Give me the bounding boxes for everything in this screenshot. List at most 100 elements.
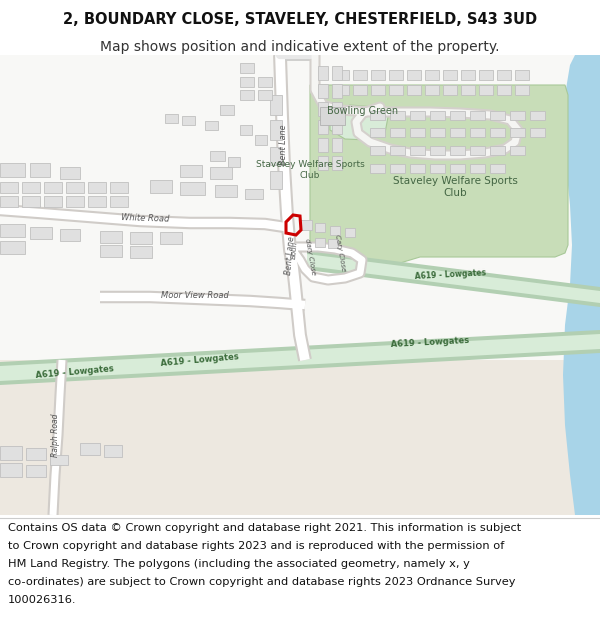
Bar — [205, 121, 218, 130]
Bar — [0, 196, 18, 207]
Bar — [165, 114, 178, 123]
Text: A619 - Lowgates: A619 - Lowgates — [161, 352, 239, 368]
Bar — [510, 128, 525, 137]
Bar — [390, 146, 405, 155]
Bar — [370, 146, 385, 155]
Polygon shape — [307, 254, 600, 303]
Bar — [130, 246, 152, 258]
Bar — [461, 85, 475, 95]
Bar — [300, 220, 312, 230]
Text: Ralph Road: Ralph Road — [52, 413, 61, 457]
Bar — [318, 102, 328, 116]
Bar — [430, 111, 445, 120]
Bar — [425, 70, 439, 80]
Bar — [318, 138, 328, 152]
Bar — [60, 167, 80, 179]
Bar — [110, 196, 128, 207]
Bar — [470, 164, 485, 173]
Text: to Crown copyright and database rights 2023 and is reproduced with the permissio: to Crown copyright and database rights 2… — [8, 541, 504, 551]
Bar — [430, 128, 445, 137]
Bar — [240, 125, 252, 135]
Bar — [88, 182, 106, 193]
Bar — [30, 227, 52, 239]
Bar — [315, 238, 325, 247]
Bar — [318, 66, 328, 80]
Bar — [182, 116, 195, 125]
Bar — [389, 70, 403, 80]
Bar — [530, 128, 545, 137]
Bar — [318, 156, 328, 170]
Bar — [0, 360, 600, 515]
Bar — [160, 232, 182, 244]
Bar — [215, 185, 237, 197]
Bar — [390, 164, 405, 173]
Bar — [0, 224, 25, 237]
Bar — [228, 157, 240, 167]
Text: A619 - Lowgates: A619 - Lowgates — [414, 269, 486, 281]
Bar — [318, 120, 328, 134]
Bar — [450, 164, 465, 173]
Bar — [220, 105, 234, 115]
Bar — [258, 77, 272, 87]
Text: A619 - Lowgates: A619 - Lowgates — [391, 336, 469, 349]
Bar — [0, 163, 25, 177]
Bar — [80, 443, 100, 455]
Bar — [510, 111, 525, 120]
Bar — [370, 111, 385, 120]
Bar — [470, 111, 485, 120]
Bar — [100, 231, 122, 243]
Bar — [22, 182, 40, 193]
Bar — [150, 180, 172, 193]
Bar — [390, 111, 405, 120]
Polygon shape — [310, 85, 568, 267]
Bar — [389, 85, 403, 95]
Text: A619 - Lowgates: A619 - Lowgates — [35, 364, 115, 380]
Bar — [479, 85, 493, 95]
Bar — [443, 85, 457, 95]
Bar — [88, 196, 106, 207]
Bar — [332, 102, 342, 116]
Bar — [425, 85, 439, 95]
Bar — [50, 455, 68, 465]
Bar — [255, 135, 267, 145]
Bar — [328, 239, 338, 248]
Bar — [370, 164, 385, 173]
Text: dary Close: dary Close — [304, 238, 316, 276]
Text: Staveley Welfare Sports
Club: Staveley Welfare Sports Club — [256, 160, 364, 180]
Bar — [371, 70, 385, 80]
Bar — [26, 465, 46, 477]
Bar — [515, 70, 529, 80]
Bar — [110, 182, 128, 193]
Bar — [180, 165, 202, 177]
Bar — [240, 90, 254, 100]
Bar — [30, 163, 50, 177]
Bar — [450, 111, 465, 120]
Bar — [443, 70, 457, 80]
Bar — [490, 111, 505, 120]
Bar — [258, 90, 272, 100]
Bar — [345, 228, 355, 237]
Bar — [0, 241, 25, 254]
Text: Bowling Green: Bowling Green — [328, 106, 398, 116]
Bar — [0, 182, 18, 193]
Text: Contains OS data © Crown copyright and database right 2021. This information is : Contains OS data © Crown copyright and d… — [8, 522, 521, 532]
Bar — [210, 151, 225, 161]
Text: Moor View Road: Moor View Road — [161, 291, 229, 299]
Bar — [332, 120, 342, 134]
Bar — [353, 85, 367, 95]
Bar — [270, 120, 282, 140]
Bar — [240, 77, 254, 87]
Bar — [430, 146, 445, 155]
Bar — [332, 84, 342, 98]
Bar — [490, 164, 505, 173]
Bar — [461, 70, 475, 80]
Bar — [470, 146, 485, 155]
Bar — [318, 84, 328, 98]
Bar — [270, 147, 282, 165]
Bar — [371, 85, 385, 95]
Bar — [100, 245, 122, 257]
Text: HM Land Registry. The polygons (including the associated geometry, namely x, y: HM Land Registry. The polygons (includin… — [8, 559, 470, 569]
Bar — [180, 182, 205, 195]
Bar — [410, 164, 425, 173]
Bar — [44, 182, 62, 193]
